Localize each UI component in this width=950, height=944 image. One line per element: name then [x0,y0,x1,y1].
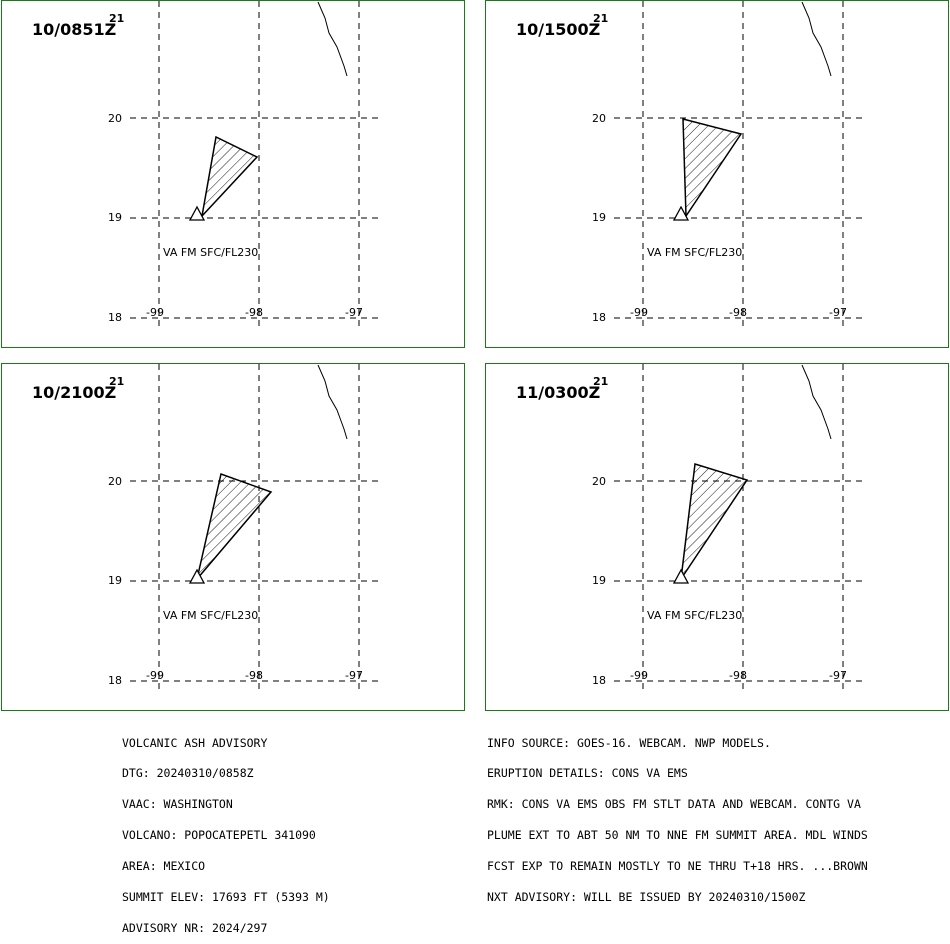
lat-label-18: 18 [108,311,122,324]
ash-cloud-polygon [680,463,749,580]
lat-label-20: 20 [108,475,122,488]
lon-label-minus-99: -99 [146,306,164,319]
panel-title: 10/0851Z [32,20,116,39]
va-label: VA FM SFC/FL230 [647,246,742,259]
lon-label-minus-99: -99 [630,306,648,319]
lat-label-18: 18 [592,674,606,687]
advisory-line: SUMMIT ELEV: 17693 FT (5393 M) [122,890,330,905]
volcano-icon [188,568,206,584]
panel-title: 10/1500Z [516,20,600,39]
lat-label-19: 19 [592,574,606,587]
lon-label-minus-97: -97 [345,306,363,319]
lat-label-19: 19 [592,211,606,224]
map-3: 10/2100Z 21 20 19 18 -99 -98 -97 VA FM S… [32,364,380,690]
advisory-header-block: VOLCANIC ASH ADVISORY DTG: 20240310/0858… [122,717,330,944]
advisory-line: DTG: 20240310/0858Z [122,766,254,781]
map-1: 10/0851Z 21 20 19 18 -99 -98 -97 VA FM S… [32,1,380,327]
advisory-line: PLUME EXT TO ABT 50 NM TO NNE FM SUMMIT … [487,828,868,843]
advisory-line: FCST EXP TO REMAIN MOSTLY TO NE THRU T+1… [487,859,868,874]
lat-label-21: 21 [593,12,608,25]
lat-label-20: 20 [592,475,606,488]
volcano-icon [672,205,690,221]
lat-label-19: 19 [108,574,122,587]
map-panel-2: 10/1500Z 21 20 19 18 -99 -98 -97 VA FM S… [485,0,949,348]
va-label: VA FM SFC/FL230 [647,609,742,622]
ash-cloud-polygon [682,118,743,219]
coastline [801,364,832,440]
lon-label-minus-99: -99 [146,669,164,682]
ash-cloud-polygon [200,135,259,219]
grid-lines [130,364,380,690]
lat-label-21: 21 [593,375,608,388]
advisory-line: AREA: MEXICO [122,859,206,874]
map-panel-3: 10/2100Z 21 20 19 18 -99 -98 -97 VA FM S… [1,363,465,711]
lat-label-18: 18 [592,311,606,324]
advisory-line: INFO SOURCE: GOES-16. WEBCAM. NWP MODELS… [487,735,771,750]
va-label: VA FM SFC/FL230 [163,246,258,259]
coastline [317,1,348,77]
lon-label-minus-97: -97 [345,669,363,682]
volcano-icon [188,205,206,221]
lat-label-20: 20 [592,112,606,125]
advisory-line: NXT ADVISORY: WILL BE ISSUED BY 20240310… [487,890,806,905]
advisory-line: VOLCANO: POPOCATEPETL 341090 [122,828,316,843]
grid-lines [614,364,864,690]
coastline [801,1,832,77]
lat-label-19: 19 [108,211,122,224]
panel-title: 11/0300Z [516,383,600,402]
advisory-line: VAAC: WASHINGTON [122,797,233,812]
advisory-line: ADVISORY NR: 2024/297 [122,920,268,935]
grid-lines [614,1,864,327]
lon-label-minus-99: -99 [630,669,648,682]
lon-label-minus-98: -98 [729,669,747,682]
ash-cloud-polygon [196,473,273,580]
volcano-icon [672,568,690,584]
map-2: 10/1500Z 21 20 19 18 -99 -98 -97 VA FM S… [516,1,864,327]
advisory-line: RMK: CONS VA EMS OBS FM STLT DATA AND WE… [487,797,861,812]
lon-label-minus-98: -98 [729,306,747,319]
lat-label-18: 18 [108,674,122,687]
advisory-remarks-block: INFO SOURCE: GOES-16. WEBCAM. NWP MODELS… [487,717,868,913]
advisory-line: VOLCANIC ASH ADVISORY [122,735,268,750]
lon-label-minus-97: -97 [829,306,847,319]
advisory-line: ERUPTION DETAILS: CONS VA EMS [487,766,688,781]
map-4: 11/0300Z 21 20 19 18 -99 -98 -97 VA FM S… [516,364,864,690]
lon-label-minus-97: -97 [829,669,847,682]
map-panel-4: 11/0300Z 21 20 19 18 -99 -98 -97 VA FM S… [485,363,949,711]
lat-label-21: 21 [109,12,124,25]
lon-label-minus-98: -98 [245,669,263,682]
lon-label-minus-98: -98 [245,306,263,319]
coastline [317,364,348,440]
map-panel-1: 10/0851Z 21 20 19 18 -99 -98 -97 VA FM S… [1,0,465,348]
va-label: VA FM SFC/FL230 [163,609,258,622]
lat-label-21: 21 [109,375,124,388]
lat-label-20: 20 [108,112,122,125]
panel-title: 10/2100Z [32,383,116,402]
grid-lines [130,1,380,327]
